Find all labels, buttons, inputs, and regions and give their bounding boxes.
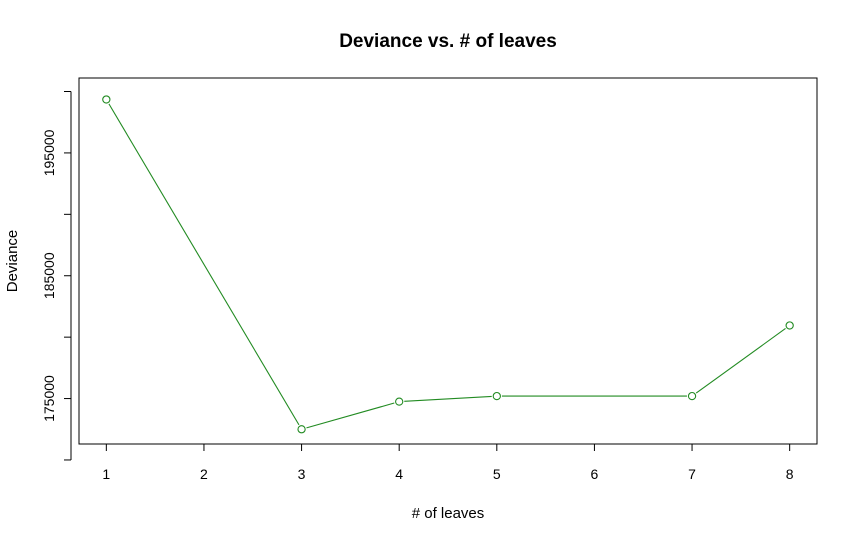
x-tick-label: 8 [786,466,794,482]
x-tick-label: 1 [102,466,110,482]
x-tick-label: 2 [200,466,208,482]
x-axis-label: # of leaves [412,505,485,522]
data-point [297,425,306,434]
data-point [687,391,697,401]
series-line-segment [695,328,786,394]
x-tick-label: 4 [395,466,403,482]
series-line-segment [306,402,395,429]
x-tick-label: 6 [591,466,599,482]
series-line-segment [404,395,492,402]
y-tick-label: 175000 [41,375,57,422]
data-point [395,397,404,406]
y-axis-label: Deviance [4,230,21,293]
y-tick-label: 185000 [41,252,57,299]
x-tick-label: 3 [298,466,306,482]
series-line-segment [108,103,300,426]
x-tick-label: 7 [688,466,696,482]
x-axis: 1 2 3 4 5 6 7 8 [102,443,794,482]
x-tick-label: 5 [493,466,501,482]
chart-title: Deviance vs. # of leaves [339,31,557,52]
data-point [492,391,501,401]
y-tick-label: 195000 [41,129,57,176]
data-point [102,95,111,104]
y-axis: 175000 185000 195000 [41,91,72,461]
series-layer [102,95,794,434]
data-point [785,321,794,330]
plot-frame [78,77,818,445]
